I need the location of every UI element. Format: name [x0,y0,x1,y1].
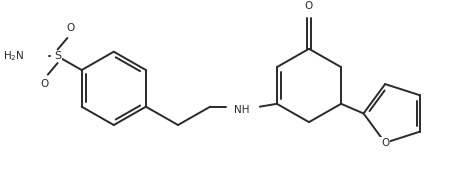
Text: O: O [381,138,389,148]
Text: O: O [66,23,74,33]
Text: S: S [54,51,61,61]
Text: NH: NH [235,105,250,115]
Text: H$_2$N: H$_2$N [3,49,24,63]
Text: O: O [305,1,313,11]
Text: O: O [41,79,49,89]
